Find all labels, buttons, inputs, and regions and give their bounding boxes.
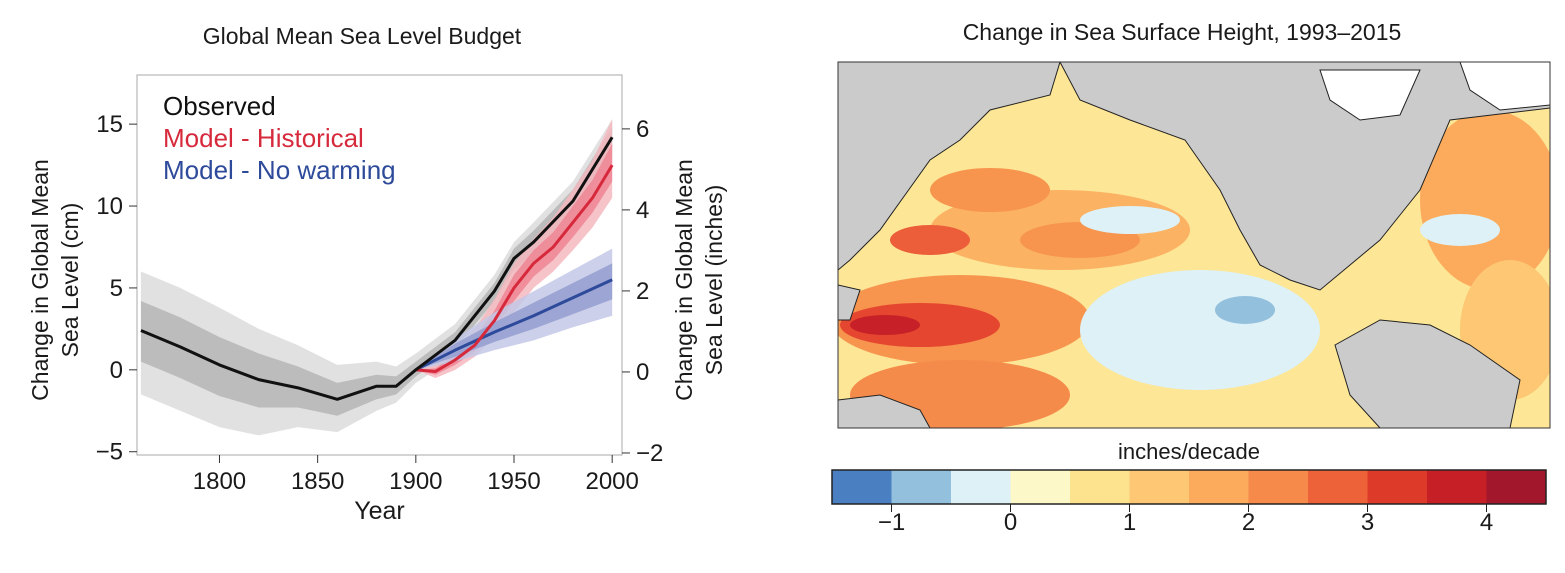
land-south-america <box>1334 319 1521 428</box>
plot-frame <box>136 74 623 456</box>
colorbar-swatch <box>832 470 892 504</box>
y2-tick-label: 6 <box>636 116 649 143</box>
colorbar-swatch <box>1486 470 1546 504</box>
land-north-america <box>1059 62 1550 291</box>
y2-tick-label: 2 <box>636 278 649 305</box>
y-tick-label: −5 <box>96 439 123 466</box>
colorbar-swatch <box>1189 470 1249 504</box>
colorbar-swatch <box>951 470 1011 504</box>
series-line <box>415 278 613 372</box>
ocean-shading <box>850 315 920 335</box>
range-band <box>415 263 613 370</box>
colorbar-label: inches/decade <box>1118 439 1260 464</box>
colorbar-swatch <box>1010 470 1070 504</box>
x-tick-label: 1800 <box>193 468 246 495</box>
x-tick-label: 2000 <box>585 468 638 495</box>
x-axis-label: Year <box>354 497 405 525</box>
x-tick-label: 1900 <box>389 468 442 495</box>
land-asia <box>838 62 1061 271</box>
colorbar-tick-label: 4 <box>1480 509 1493 536</box>
land-greenland <box>1459 62 1550 111</box>
land-islands <box>838 284 861 321</box>
y2-tick-label: −2 <box>636 440 663 467</box>
x-tick-label: 1950 <box>487 468 540 495</box>
ocean-shading <box>1080 206 1180 234</box>
colorbar-tick-label: 0 <box>1004 509 1017 536</box>
map-title: Change in Sea Surface Height, 1993–2015 <box>963 19 1402 45</box>
colorbar-swatch <box>1070 470 1130 504</box>
chart-title: Global Mean Sea Level Budget <box>203 23 522 49</box>
legend-entry: Observed <box>163 91 276 121</box>
colorbar-tick-label: 3 <box>1361 509 1374 536</box>
land-arctic-islands <box>1319 69 1421 121</box>
colorbar-tick-label: 2 <box>1242 509 1255 536</box>
range-band <box>415 119 613 379</box>
y2-axis-label: Change in Global Mean <box>671 159 697 401</box>
y-axis-label: Sea Level (cm) <box>57 203 83 358</box>
y-tick-label: 10 <box>96 193 123 220</box>
map <box>838 62 1550 428</box>
ocean-shading <box>1080 270 1320 390</box>
land-oceania <box>838 394 931 428</box>
colorbar-frame <box>831 469 1547 505</box>
ocean-shading <box>930 168 1050 212</box>
colorbar-swatch <box>1129 470 1189 504</box>
y-tick-label: 0 <box>110 357 123 384</box>
legend-entry: Model - No warming <box>163 155 396 185</box>
colorbar-swatch <box>1308 470 1368 504</box>
series-line <box>140 136 614 401</box>
series-line <box>415 164 614 373</box>
line-chart: Global Mean Sea Level Budget −5 0 5 10 15 −2 0 2… <box>27 23 727 525</box>
ocean-shading <box>1420 214 1500 246</box>
y-tick-label: 5 <box>110 275 123 302</box>
colorbar-tick-label: −1 <box>878 509 905 536</box>
y-axis-label: Change in Global Mean <box>27 159 53 401</box>
map-frame <box>837 61 1551 429</box>
colorbar-swatch <box>1248 470 1308 504</box>
ocean-shading <box>1215 296 1275 324</box>
y-tick-label: 15 <box>96 111 123 138</box>
map-panel: Change in Sea Surface Height, 1993–2015 i… <box>831 19 1551 536</box>
colorbar-swatch <box>891 470 951 504</box>
legend-entry: Model - Historical <box>163 123 364 153</box>
colorbar-swatch <box>1367 470 1427 504</box>
y2-axis-label: Sea Level (inches) <box>701 185 727 376</box>
colorbar-tick-label: 1 <box>1123 509 1136 536</box>
ocean-shading <box>890 225 970 255</box>
y2-tick-label: 0 <box>636 359 649 386</box>
colorbar-swatch <box>1427 470 1487 504</box>
x-tick-label: 1850 <box>291 468 344 495</box>
y2-tick-label: 4 <box>636 197 649 224</box>
